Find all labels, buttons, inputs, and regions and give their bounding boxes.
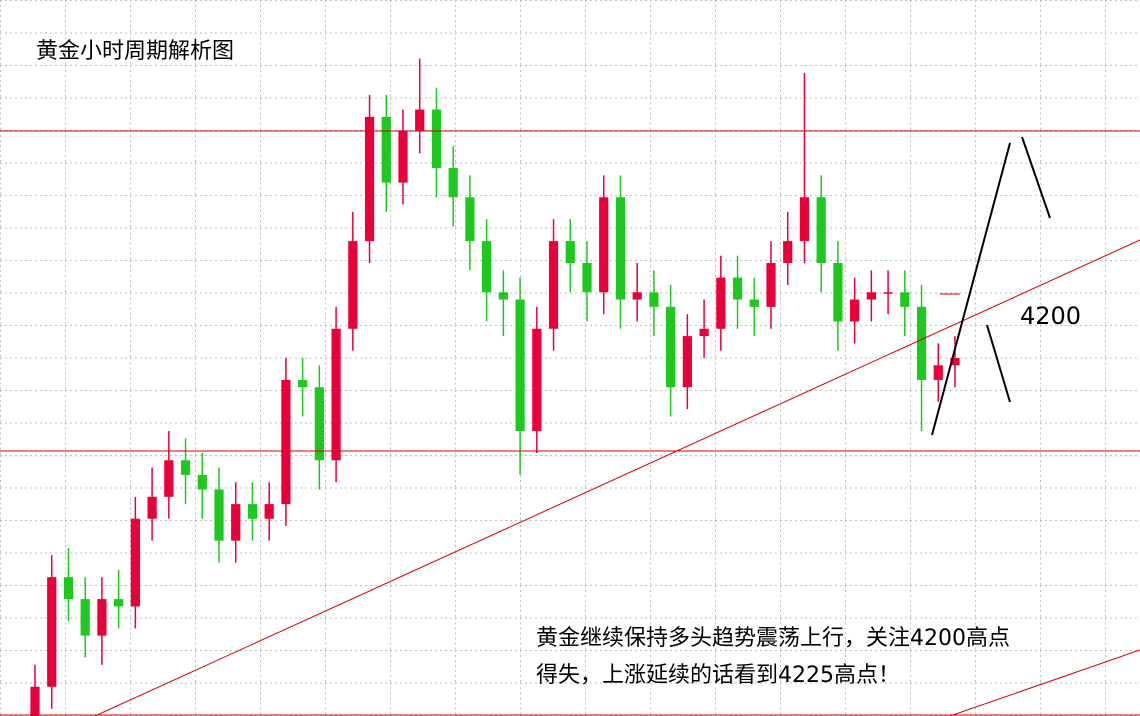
- candle-body: [97, 599, 107, 636]
- candle-body: [933, 365, 943, 380]
- candle-body: [866, 292, 876, 300]
- candle-body: [431, 109, 442, 169]
- candle-body: [615, 197, 626, 300]
- candle-body: [632, 292, 642, 300]
- projection-down: [1021, 136, 1051, 219]
- candle-body: [816, 197, 826, 264]
- candle-body: [465, 197, 475, 242]
- candle-body: [164, 460, 174, 497]
- candle-body: [532, 328, 542, 432]
- candle-body: [799, 197, 810, 242]
- candle-body: [63, 577, 74, 600]
- candle-body: [950, 358, 960, 366]
- candle-body: [883, 292, 893, 294]
- level-label: 4200: [1020, 302, 1081, 330]
- trend-line: [94, 239, 1140, 716]
- candles: [30, 58, 960, 716]
- candle-body: [348, 241, 358, 329]
- candle-body: [130, 518, 140, 607]
- candle-body: [783, 241, 793, 264]
- candle-body: [732, 277, 743, 300]
- candle-body: [666, 306, 676, 388]
- candle-body: [264, 504, 274, 519]
- candle-body: [30, 686, 40, 716]
- candle-body: [565, 241, 575, 264]
- candle-body: [214, 489, 224, 541]
- candle-body: [716, 277, 726, 329]
- candle-body: [515, 299, 525, 432]
- projection-alt: [986, 324, 1011, 403]
- candle-body: [916, 306, 927, 380]
- candle-body: [482, 241, 492, 293]
- candle-body: [415, 109, 425, 132]
- projection: [931, 136, 1051, 436]
- candle-body: [448, 168, 458, 198]
- annotation: 黄金继续保持多头趋势震荡上行，关注4200高点: [536, 626, 1010, 651]
- candle-body: [498, 292, 508, 300]
- candle-body: [314, 387, 324, 461]
- candle-body: [548, 241, 559, 329]
- candle-body: [47, 577, 57, 687]
- candle-body: [114, 599, 124, 607]
- candle-body: [147, 496, 157, 519]
- candle-body: [364, 116, 375, 242]
- candle-body: [197, 474, 207, 490]
- candle-body: [599, 197, 609, 293]
- candle-body: [649, 292, 659, 307]
- candle-body: [331, 328, 341, 461]
- levels: [0, 130, 1140, 716]
- candle-body: [231, 504, 241, 541]
- candle-body: [749, 299, 759, 307]
- candle-body: [247, 504, 258, 519]
- candle-body: [766, 263, 776, 307]
- candle-body: [298, 379, 308, 388]
- candle-body: [582, 263, 592, 293]
- candle-body: [381, 116, 391, 183]
- chart-title: 黄金小时周期解析图: [36, 39, 234, 64]
- candle-body: [833, 263, 843, 322]
- projection-up: [931, 142, 1011, 436]
- candle-body: [281, 379, 291, 505]
- candle-body: [900, 292, 910, 307]
- candle-body: [682, 336, 692, 388]
- candle-body: [699, 328, 709, 337]
- candle-body: [180, 460, 191, 475]
- trend-line-lower: [949, 649, 1140, 716]
- annotation: 得失，上涨延续的话看到4225高点！: [536, 663, 900, 688]
- candle-body: [850, 299, 860, 322]
- candle-body: [80, 599, 90, 636]
- candle-body: [398, 131, 408, 183]
